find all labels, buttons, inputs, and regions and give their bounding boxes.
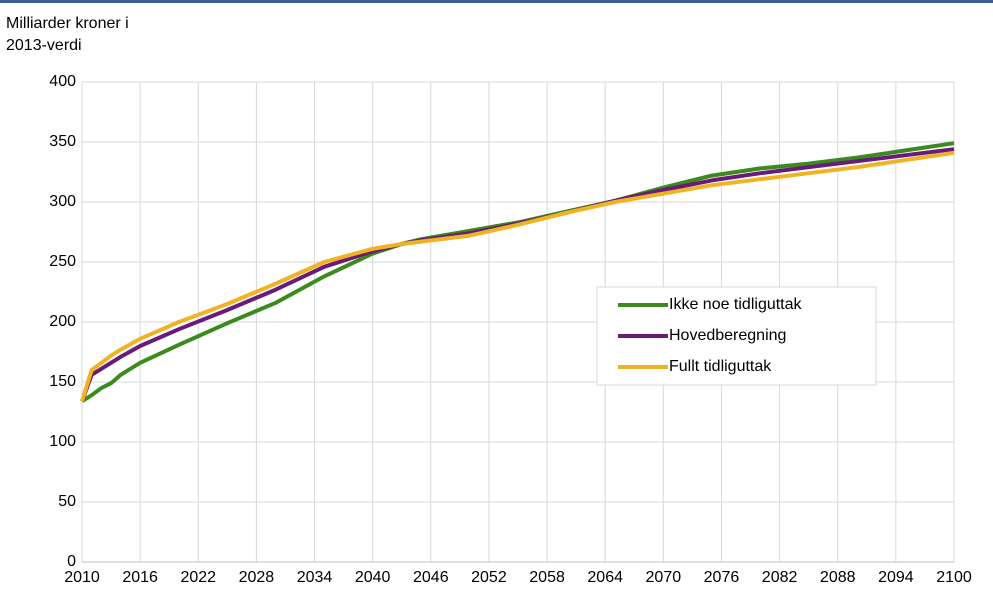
- y-tick-label: 400: [49, 73, 76, 90]
- y-axis-label: 2013-verdi: [6, 37, 82, 54]
- legend-label: Fullt tidliguttak: [669, 358, 772, 375]
- y-tick-label: 350: [49, 133, 76, 150]
- x-tick-label: 2064: [587, 569, 623, 586]
- x-tick-label: 2016: [122, 569, 158, 586]
- x-tick-label: 2094: [878, 569, 914, 586]
- x-tick-label: 2070: [646, 569, 682, 586]
- series-line: [80, 150, 955, 402]
- y-axis-label: Milliarder kroner i: [6, 15, 129, 32]
- y-tick-label: 150: [49, 373, 76, 390]
- y-tick-label: 50: [58, 493, 76, 510]
- x-tick-label: 2046: [413, 569, 449, 586]
- x-tick-label: 2058: [529, 569, 565, 586]
- x-tick-label: 2088: [820, 569, 856, 586]
- y-tick-label: 100: [49, 433, 76, 450]
- legend-label: Hovedberegning: [669, 327, 786, 344]
- legend: Ikke noe tidliguttak Hovedberegning Fullt …: [596, 286, 877, 386]
- y-tick-label: 0: [67, 553, 76, 570]
- x-tick-label: 2034: [297, 569, 333, 586]
- legend-label: Ikke noe tidliguttak: [669, 296, 803, 313]
- x-tick-label: 2010: [64, 569, 100, 586]
- y-tick-label: 300: [49, 193, 76, 210]
- x-tick-label: 2022: [180, 569, 216, 586]
- top-rule: [0, 0, 993, 3]
- x-tick-label: 2076: [704, 569, 740, 586]
- x-tick-label: 2100: [936, 569, 972, 586]
- x-tick-label: 2052: [471, 569, 507, 586]
- y-tick-label: 200: [49, 313, 76, 330]
- x-tick-label: 2028: [239, 569, 275, 586]
- y-tick-label: 250: [49, 253, 76, 270]
- x-tick-label: 2082: [762, 569, 798, 586]
- x-tick-label: 2040: [355, 569, 391, 586]
